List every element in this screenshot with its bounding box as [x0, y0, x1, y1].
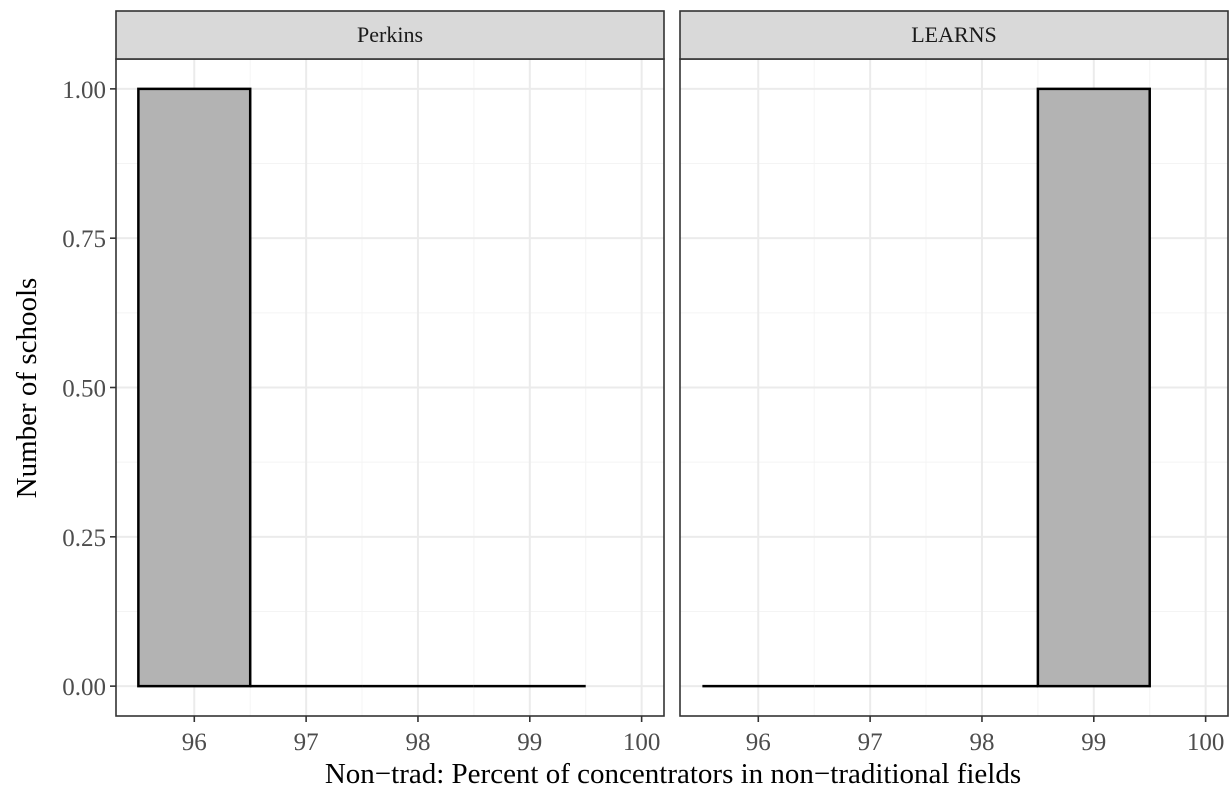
- y-tick-label: 1.00: [62, 77, 106, 104]
- y-tick-label: 0.50: [62, 376, 106, 403]
- x-tick-label: 98: [405, 729, 430, 756]
- facet-strip-label: LEARNS: [911, 22, 997, 47]
- x-tick-label: 98: [969, 729, 994, 756]
- x-tick-label: 96: [182, 729, 207, 756]
- x-axis-title: Non−trad: Percent of concentrators in no…: [325, 758, 1021, 790]
- facet-panels: Perkins 96 97 98 99 100 0.00 0.25 0.50 0.75 1.00 LE…: [62, 10, 1229, 756]
- histogram-bar: [137, 87, 252, 688]
- x-tick-label: 100: [1187, 729, 1225, 756]
- facet-strip: [115, 10, 665, 60]
- x-tick-label: 96: [746, 729, 771, 756]
- facet-panel-1: LEARNS 96 97 98 99 100: [679, 10, 1229, 756]
- y-tick-label: 0.00: [62, 674, 106, 701]
- facet-strip: [679, 10, 1229, 60]
- y-axis-title: Number of schools: [11, 278, 43, 499]
- x-tick-label: 99: [517, 729, 542, 756]
- y-tick-label: 0.25: [62, 525, 106, 552]
- histogram-bar: [1036, 87, 1151, 688]
- facet-panel-0: Perkins 96 97 98 99 100 0.00 0.25 0.50 0.75 1.00: [62, 10, 665, 756]
- facet-strip-label: Perkins: [357, 22, 423, 47]
- x-tick-label: 100: [623, 729, 661, 756]
- y-tick-label: 0.75: [62, 226, 106, 253]
- x-tick-label: 99: [1081, 729, 1106, 756]
- x-tick-label: 97: [294, 729, 319, 756]
- x-tick-label: 97: [858, 729, 883, 756]
